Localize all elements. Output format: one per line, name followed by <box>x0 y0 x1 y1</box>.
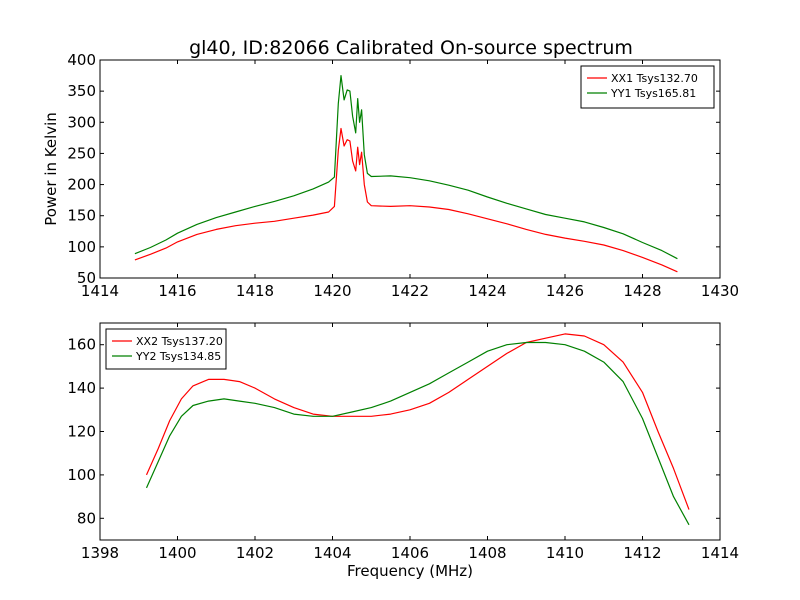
panel-1-x-tick-label: 1412 <box>623 544 661 562</box>
panel-0-x-tick-label: 1414 <box>81 282 119 300</box>
figure-title: gl40, ID:82066 Calibrated On-source spec… <box>189 37 633 59</box>
panel-1-x-tick-label: 1400 <box>158 544 196 562</box>
panel-0-y-tick-label: 300 <box>67 113 96 131</box>
panel-0-x-tick-label: 1420 <box>313 282 351 300</box>
panel-0-legend-box <box>580 65 715 109</box>
panel-1-x-tick-label: 1404 <box>313 544 351 562</box>
panel-0-y-tick-label: 400 <box>67 51 96 69</box>
bottom-panel: 1398 1400 1402 1404 1406 1408 1410 1412 1414 80 10… <box>67 322 739 580</box>
panel-1-x-tick-label: 1398 <box>81 544 119 562</box>
panel-1-y-tick-label: 160 <box>67 336 96 354</box>
panel-1-legend-box <box>105 328 227 370</box>
panel-0-x-tick-label: 1422 <box>391 282 429 300</box>
panel-1-series-line-0 <box>145 333 690 510</box>
panel-0-y-tick-label: 100 <box>67 238 96 256</box>
panel-0-x-tick-label: 1424 <box>468 282 506 300</box>
panel-1-series-group <box>145 333 690 526</box>
top-panel: 1414 1416 1418 1420 1422 1424 1426 1428 1430 50 10… <box>42 51 739 300</box>
panel-1-legend: XX2 Tsys137.20 YY2 Tsys134.85 <box>105 328 227 370</box>
panel-1-x-tick-label: 1402 <box>236 544 274 562</box>
panel-1-y-tick-label: 80 <box>77 509 96 527</box>
panel-1-y-tick-label: 120 <box>67 423 96 441</box>
panel-0-series-line-1 <box>134 75 678 260</box>
panel-0-y-tick-label: 350 <box>67 82 96 100</box>
panel-1-x-tick-label: 1408 <box>468 544 506 562</box>
panel-0-y-axis-label: Power in Kelvin <box>42 112 60 226</box>
panel-1-x-tick-label: 1410 <box>546 544 584 562</box>
panel-1-legend-label-0: XX2 Tsys137.20 <box>136 335 223 348</box>
panel-1-x-axis-label: Frequency (MHz) <box>347 562 473 580</box>
panel-0-y-tick-label: 150 <box>67 207 96 225</box>
panel-1-legend-label-1: YY2 Tsys134.85 <box>135 350 221 363</box>
panel-0-legend-label-1: YY1 Tsys165.81 <box>610 87 696 100</box>
panel-0-legend-label-0: XX1 Tsys132.70 <box>611 72 698 85</box>
panel-0-y-tick-label: 200 <box>67 176 96 194</box>
panel-0-legend: XX1 Tsys132.70 YY1 Tsys165.81 <box>580 65 715 109</box>
panel-0-y-tick-label: 50 <box>77 269 96 287</box>
panel-1-x-tick-label: 1406 <box>391 544 429 562</box>
panel-1-x-tick-label: 1414 <box>701 544 739 562</box>
panel-0-series-group <box>134 75 678 273</box>
panel-0-x-tick-label: 1428 <box>623 282 661 300</box>
panel-1-y-tick-label: 100 <box>67 466 96 484</box>
panel-0-x-tick-label: 1430 <box>701 282 739 300</box>
panel-0-series-line-0 <box>134 127 678 273</box>
panel-0-x-tick-label: 1416 <box>158 282 196 300</box>
panel-1-y-tick-label: 140 <box>67 379 96 397</box>
panel-1-series-line-1 <box>145 341 690 526</box>
panel-0-x-tick-label: 1426 <box>546 282 584 300</box>
panel-0-x-tick-label: 1418 <box>236 282 274 300</box>
panel-0-y-tick-label: 250 <box>67 144 96 162</box>
